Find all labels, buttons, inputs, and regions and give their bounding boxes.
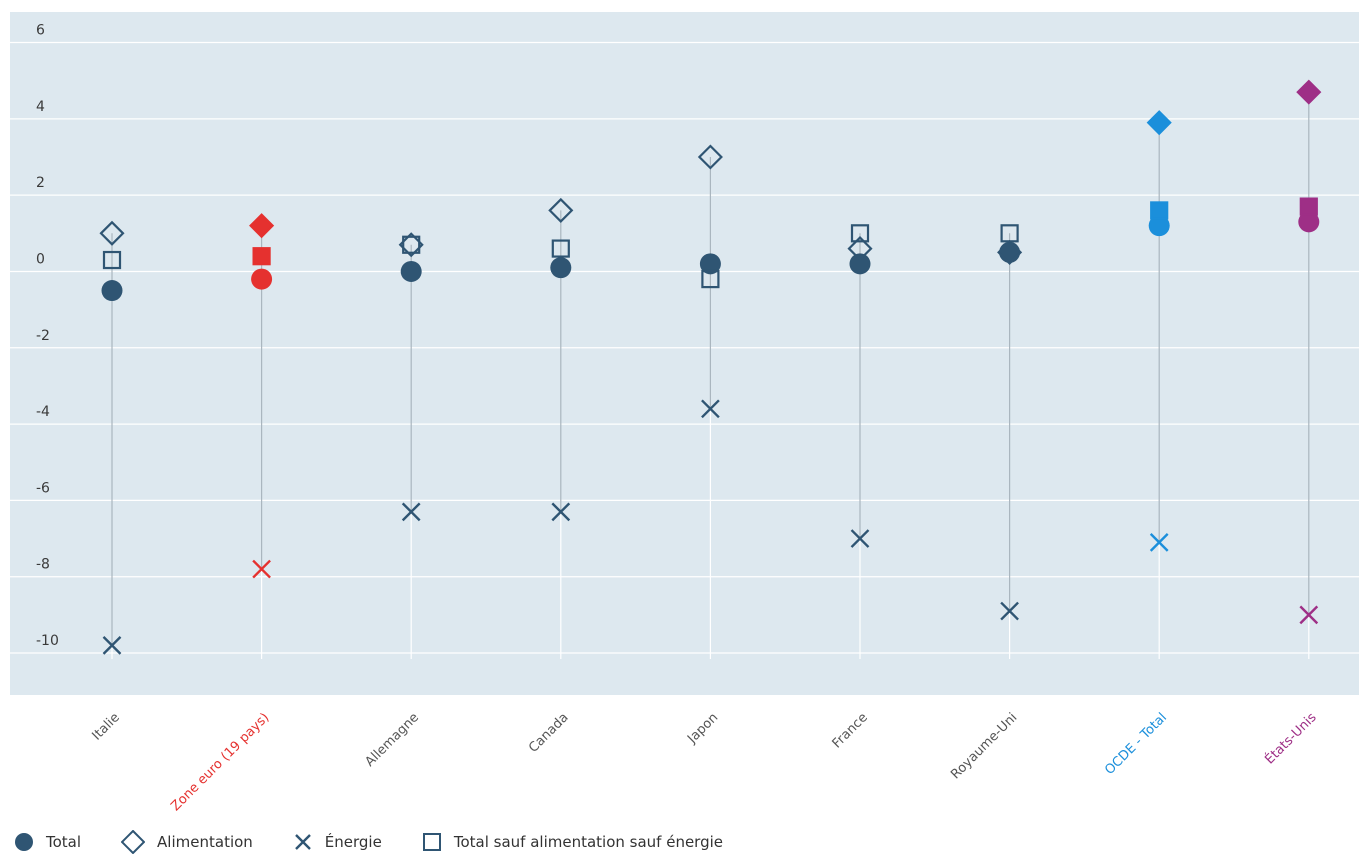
legend: Total Alimentation Énergie Total sauf al…	[14, 830, 763, 854]
diamond-outline-icon	[121, 830, 146, 854]
plot-background	[10, 12, 1359, 695]
point-energie	[1299, 605, 1319, 625]
point-total	[400, 260, 422, 282]
x-tick-label: Allemagne	[362, 710, 422, 770]
x-tick-label: Canada	[526, 710, 572, 756]
y-tick-label: 6	[36, 23, 45, 39]
point-core	[102, 250, 122, 270]
point-alimentation	[548, 197, 574, 223]
legend-item-core: Total sauf alimentation sauf énergie	[422, 832, 723, 852]
point-alimentation	[1146, 110, 1172, 136]
point-core	[551, 239, 570, 258]
point-core	[402, 235, 421, 254]
y-tick-label: 0	[36, 251, 45, 267]
legend-item-energie: Énergie	[293, 832, 382, 852]
point-energie	[850, 529, 870, 548]
point-core	[701, 269, 720, 289]
point-energie	[1000, 601, 1019, 621]
point-alimentation	[697, 144, 723, 170]
y-tick-label: -8	[36, 557, 50, 573]
x-tick-label: OCDE - Total	[1102, 710, 1170, 778]
y-tick-label: 2	[36, 175, 45, 191]
square-outline-icon	[422, 833, 441, 851]
point-core	[1000, 224, 1019, 243]
legend-item-total: Total	[14, 832, 81, 852]
x-tick-label: États-Unis	[1262, 709, 1320, 767]
point-core	[850, 224, 870, 243]
data-marks	[99, 79, 1322, 655]
y-tick-label: -4	[36, 404, 50, 420]
y-axis-ticks: 6 4 2 0 -2 -4 -6 -8 -10	[36, 23, 59, 650]
point-energie	[401, 502, 421, 522]
x-tick-label: Italie	[90, 710, 123, 743]
point-alimentation	[249, 213, 275, 239]
x-tick-label: Royaume-Uni	[948, 710, 1020, 782]
point-energie	[1149, 533, 1169, 552]
legend-item-alimentation: Alimentation	[121, 830, 253, 854]
point-total	[999, 241, 1021, 263]
y-tick-label: -2	[36, 328, 50, 344]
point-energie	[701, 399, 720, 419]
point-alimentation	[847, 236, 873, 262]
point-total	[251, 268, 273, 290]
point-alimentation	[99, 220, 125, 246]
point-total	[550, 257, 572, 279]
x-axis-ticks: Italie Zone euro (19 pays) Allemagne Canada…	[90, 709, 1320, 814]
x-icon	[294, 834, 311, 850]
point-total	[1148, 215, 1170, 237]
y-tick-label: 4	[36, 99, 45, 115]
point-energie	[551, 502, 571, 522]
chart: 6 4 2 0 -2 -4 -6 -8 -10 Italie Zone euro (19 pays…	[10, 12, 1359, 814]
y-tick-label: -10	[36, 633, 59, 649]
y-tick-label: -6	[36, 480, 50, 496]
point-total	[849, 253, 871, 275]
x-tick-label: Zone euro (19 pays)	[168, 710, 272, 814]
point-core	[1299, 197, 1318, 216]
legend-label-alimentation: Alimentation	[157, 833, 253, 851]
legend-label-total: Total	[46, 833, 82, 851]
legend-label-energie: Énergie	[324, 833, 382, 851]
point-alimentation	[997, 239, 1023, 265]
legend-label-core: Total sauf alimentation sauf énergie	[453, 833, 724, 851]
point-total	[699, 253, 721, 275]
point-total	[101, 280, 123, 302]
point-energie	[102, 636, 122, 655]
point-alimentation	[1296, 79, 1322, 105]
point-total	[1298, 211, 1320, 233]
point-energie	[252, 559, 271, 579]
circle-icon	[15, 833, 33, 851]
point-core	[252, 247, 271, 266]
point-core	[1150, 201, 1169, 220]
x-tick-label: France	[830, 710, 871, 751]
gridlines	[10, 41, 1359, 654]
x-tick-label: Japon	[684, 710, 721, 747]
